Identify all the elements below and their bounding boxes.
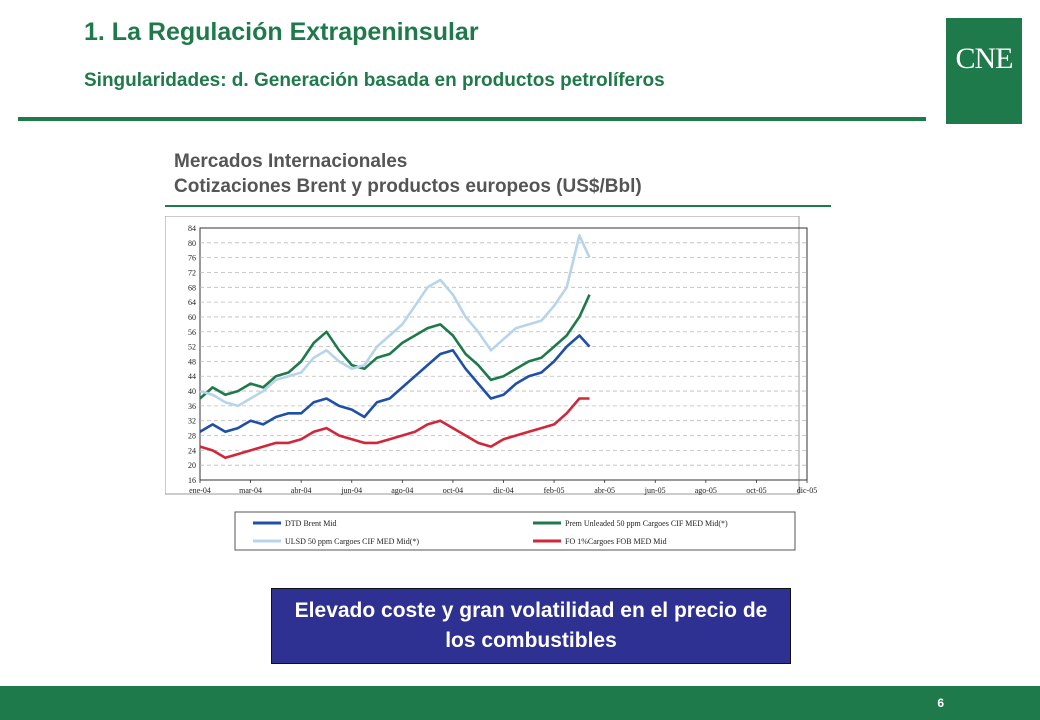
price-line-chart: 16 20 24 28 32 36 40 44 48 52 56 60 64 68 72 76 80 84 ene… xyxy=(165,216,817,551)
y-tick-label: 84 xyxy=(188,224,196,233)
y-axis-ticks: 16 20 24 28 32 36 40 44 48 52 56 60 64 68 72 76 80 84 xyxy=(188,224,196,485)
x-tick-label: mar-04 xyxy=(239,486,262,495)
x-tick-label: ago-04 xyxy=(391,486,413,495)
legend-label-1: Prem Unleaded 50 ppm Cargoes CIF MED Mid… xyxy=(565,519,728,528)
y-tick-label: 80 xyxy=(188,239,196,248)
x-tick-label: feb-05 xyxy=(544,486,565,495)
x-tick-label: jun-05 xyxy=(644,486,666,495)
series-line-0 xyxy=(199,334,591,434)
chart-outer-frame xyxy=(165,216,800,495)
y-tick-label: 68 xyxy=(188,283,196,292)
y-tick-label: 24 xyxy=(188,446,196,455)
plot-area xyxy=(165,216,808,495)
y-tick-label: 72 xyxy=(188,268,196,277)
y-tick-label: 36 xyxy=(188,402,196,411)
legend-box xyxy=(234,511,796,551)
x-tick-label: abr-05 xyxy=(594,486,615,495)
series-line-3 xyxy=(199,397,590,460)
legend-label-0: DTD Brent Mid xyxy=(285,519,337,528)
x-tick-label: oct-04 xyxy=(443,486,463,495)
footer-bar: 6 xyxy=(0,686,1040,720)
logo-text: CNE xyxy=(955,42,1014,75)
y-tick-label: 32 xyxy=(188,417,196,426)
y-tick-label: 76 xyxy=(188,254,196,263)
key-message-text: Elevado coste y gran volatilidad en el p… xyxy=(294,599,768,652)
slide-subtitle: Singularidades: d. Generación basada en … xyxy=(84,70,665,91)
y-tick-label: 44 xyxy=(188,372,196,381)
chart-legend: DTD Brent Mid Prem Unleaded 50 ppm Cargoe… xyxy=(234,511,796,551)
chart-title-line1: Mercados Internacionales xyxy=(174,151,408,172)
y-tick-label: 60 xyxy=(188,313,196,322)
y-tick-label: 20 xyxy=(188,461,196,470)
page-number: 6 xyxy=(937,696,944,710)
y-tick-label: 48 xyxy=(188,357,196,366)
x-tick-label: ago-05 xyxy=(695,486,717,495)
series-lines xyxy=(199,234,591,460)
series-line-1 xyxy=(199,294,591,400)
y-tick-label: 40 xyxy=(188,387,196,396)
series-line-2 xyxy=(199,234,591,408)
cne-logo: CNE xyxy=(946,18,1022,124)
gridlines xyxy=(200,242,807,466)
x-tick-label: oct-05 xyxy=(746,486,766,495)
chart-title-line2: Cotizaciones Brent y productos europeos … xyxy=(174,176,642,197)
x-tick-label: dic-05 xyxy=(797,486,817,495)
legend-label-2: ULSD 50 ppm Cargoes CIF MED Mid(*) xyxy=(285,537,419,546)
y-tick-label: 28 xyxy=(188,432,196,441)
slide-title: 1. La Regulación Extrapeninsular xyxy=(84,18,479,46)
x-axis-ticks: ene-04 mar-04 abr-04 jun-04 ago-04 oct-04 dic-… xyxy=(189,480,817,495)
x-tick-label: jun-04 xyxy=(340,486,362,495)
y-tick-label: 16 xyxy=(188,476,196,485)
x-tick-label: abr-04 xyxy=(291,486,312,495)
legend-label-3: FO 1%Cargoes FOB MED Mid xyxy=(565,537,667,546)
chart-title: Mercados Internacionales Cotizaciones Br… xyxy=(174,149,642,199)
y-tick-label: 52 xyxy=(188,343,196,352)
key-message-box: Elevado coste y gran volatilidad en el p… xyxy=(271,588,791,664)
x-tick-label: ene-04 xyxy=(189,486,211,495)
chart-title-divider xyxy=(165,205,831,207)
header-divider xyxy=(18,117,926,121)
x-tick-label: dic-04 xyxy=(493,486,513,495)
y-tick-label: 56 xyxy=(188,328,196,337)
y-tick-label: 64 xyxy=(188,298,196,307)
